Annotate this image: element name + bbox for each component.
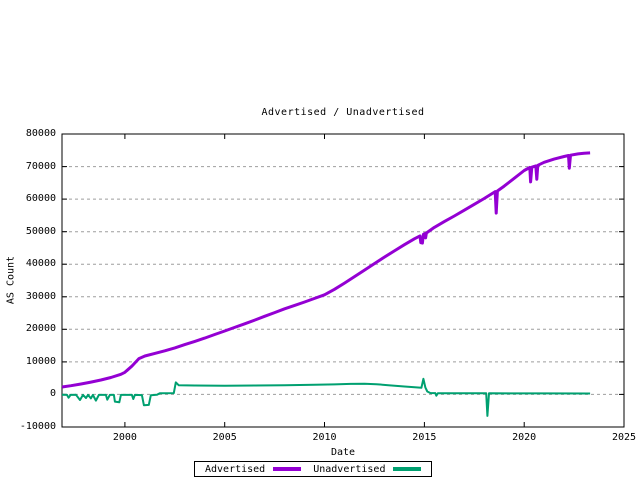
legend-line-sample (393, 467, 422, 471)
legend-entry-advertised: Advertised (205, 463, 302, 475)
advertised-line (61, 151, 591, 389)
legend-line-sample (273, 467, 302, 471)
y-tick-label: 20000 (25, 323, 56, 335)
y-tick-label: 60000 (25, 193, 56, 205)
x-tick-label: 2000 (112, 432, 137, 443)
legend: Advertised Unadvertised (194, 461, 433, 477)
x-axis-title: Date (330, 447, 356, 458)
legend-entry-unadvertised: Unadvertised (313, 463, 422, 475)
chart-title: Advertised / Unadvertised (261, 107, 425, 118)
x-tick-label: 2020 (512, 432, 537, 443)
x-tick-label: 2015 (412, 432, 437, 443)
y-tick-label: 30000 (25, 290, 56, 302)
legend-label: Unadvertised (313, 463, 386, 475)
y-tick-label: 70000 (25, 160, 56, 172)
y-tick-label: 80000 (25, 128, 56, 139)
x-tick-label: 2025 (611, 432, 637, 443)
y-tick-label: -10000 (19, 421, 56, 432)
plot-border (61, 133, 625, 428)
x-tick-label: 2005 (212, 432, 237, 443)
y-tick-label: 10000 (25, 355, 56, 367)
x-tick-label: 2010 (312, 432, 337, 443)
y-tick-label: 40000 (25, 258, 56, 270)
y-tick-label: 50000 (25, 225, 56, 237)
unadvertised-line (61, 377, 591, 417)
y-tick-label: 0 (49, 388, 56, 400)
legend-label: Advertised (205, 463, 266, 475)
